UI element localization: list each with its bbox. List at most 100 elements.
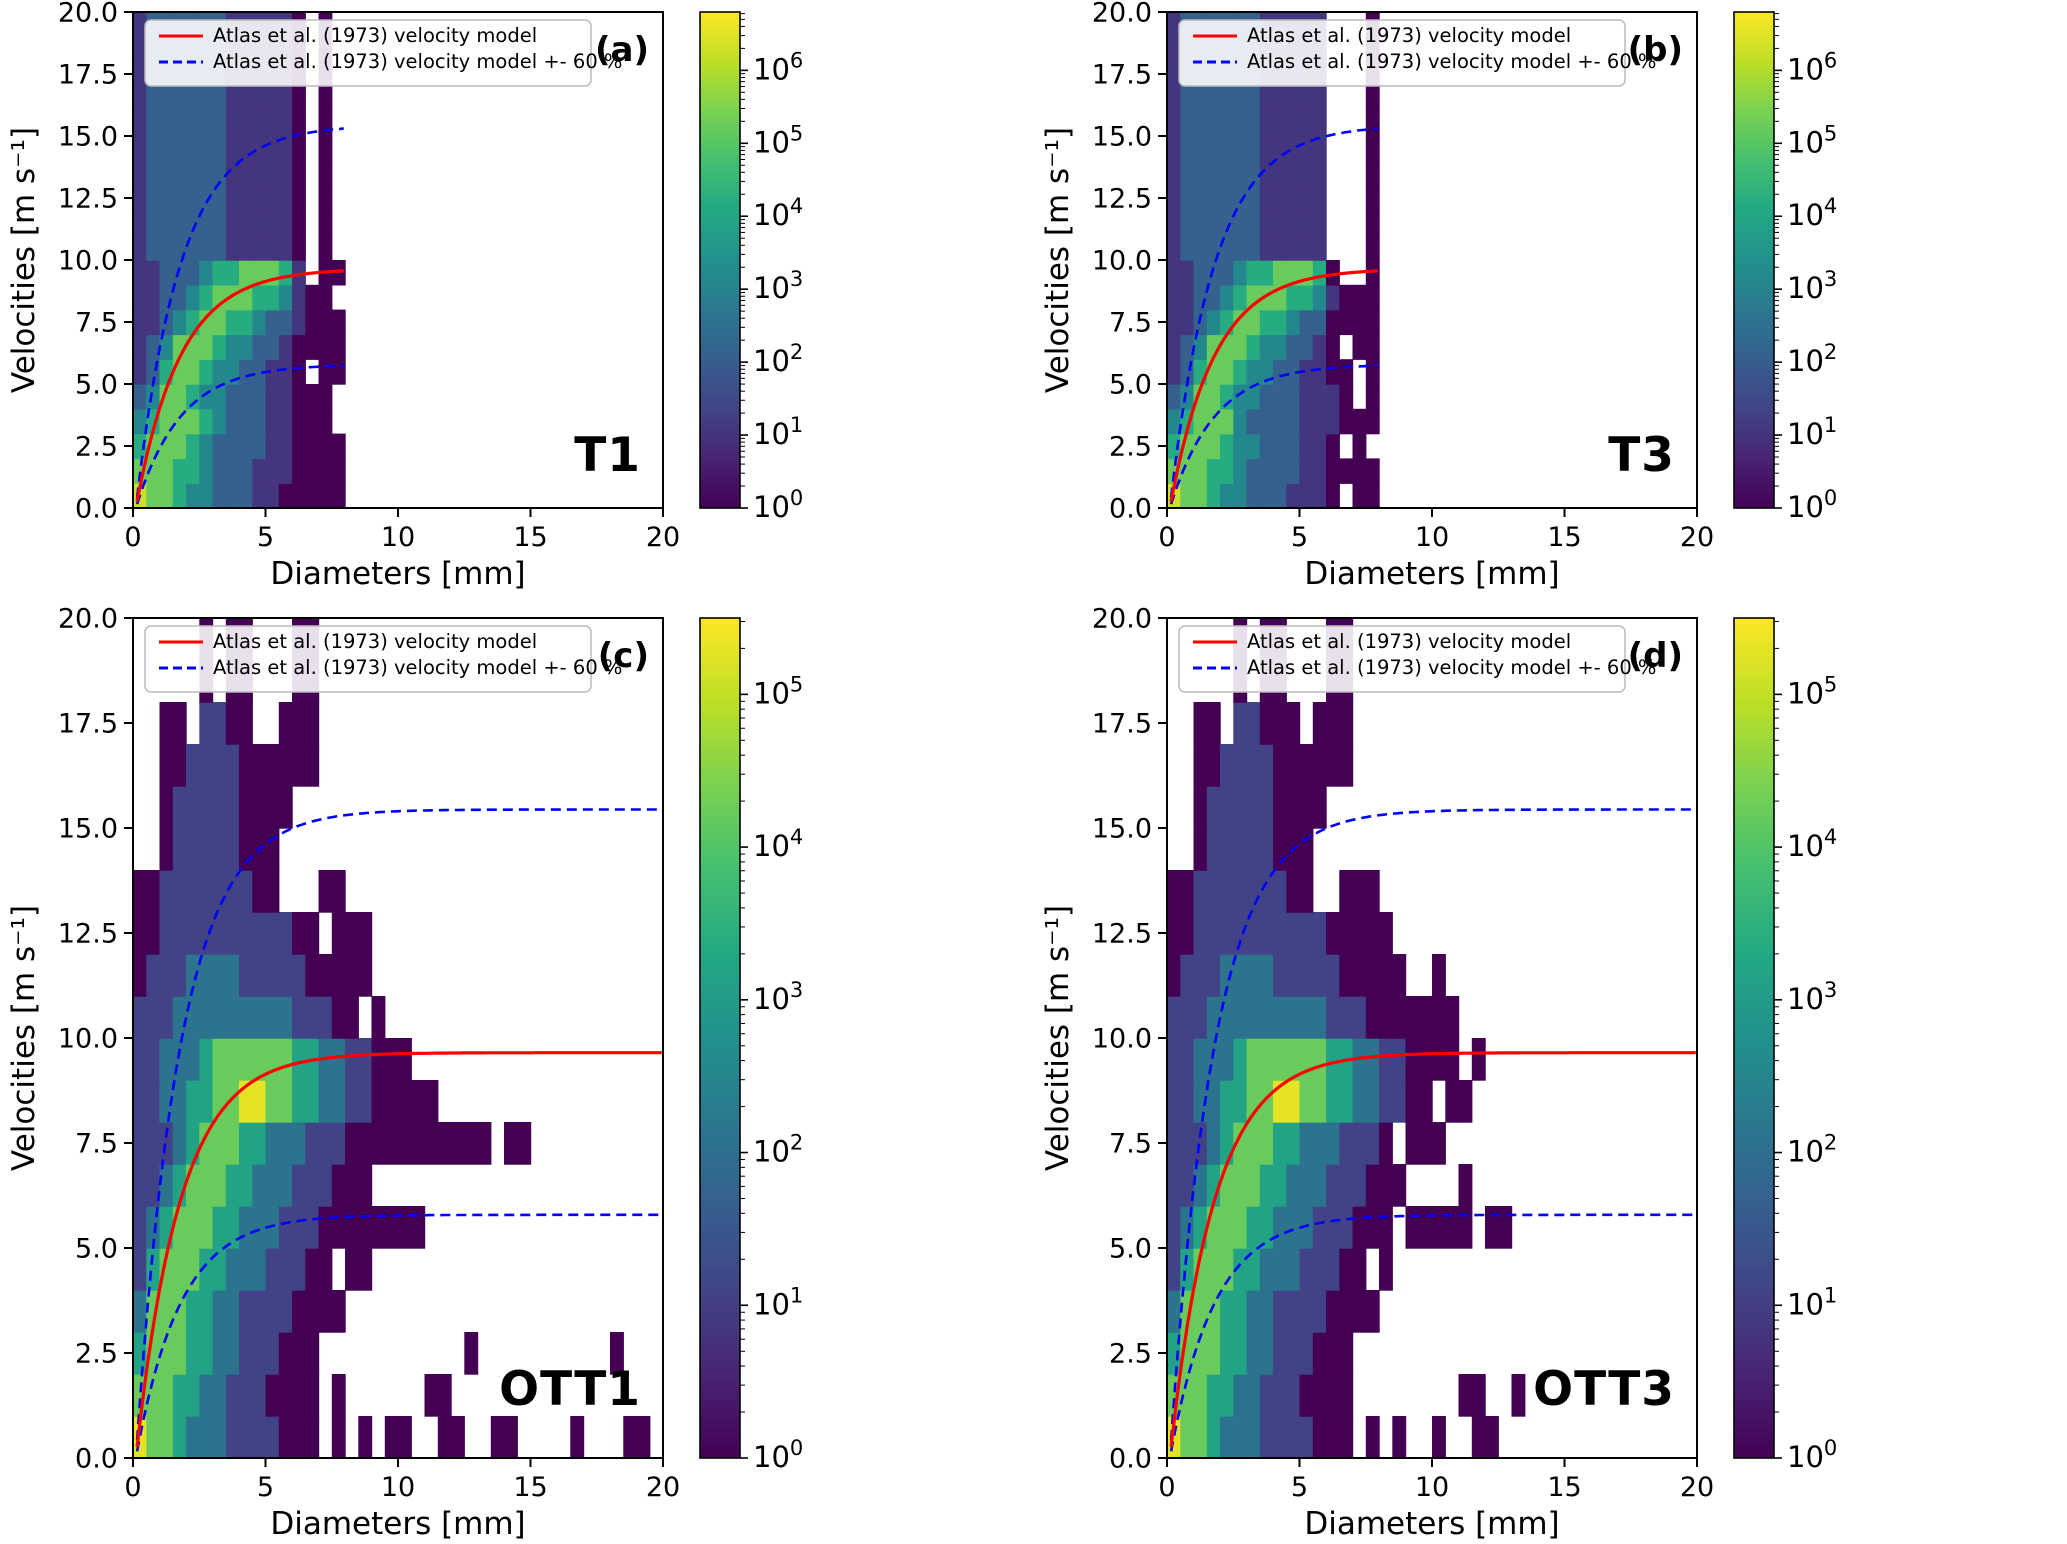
x-tick-label: 15 bbox=[1547, 522, 1581, 553]
x-tick-label: 10 bbox=[381, 1472, 415, 1503]
colorbar-tick-label: 102 bbox=[753, 1131, 803, 1169]
y-tick-label: 7.5 bbox=[75, 1128, 118, 1159]
chart-host-b: 0 5 10 15 20 0.0 2.5 5.0 7.5 10.0 12.5 15.0 17.5 20.0… bbox=[1034, 0, 2067, 600]
colorbar-gradient bbox=[700, 618, 740, 1458]
x-tick-label: 5 bbox=[1291, 1472, 1308, 1503]
atlas-lower-band-curve bbox=[1169, 1213, 1696, 1452]
legend: Atlas et al. (1973) velocity model Atlas … bbox=[144, 19, 622, 87]
x-tick-label: 20 bbox=[646, 1472, 680, 1503]
y-axis-label: Velocities [m s⁻¹] bbox=[1040, 127, 1076, 393]
y-tick-label: 15.0 bbox=[58, 813, 118, 844]
panel-a: 0 5 10 15 20 0.0 2.5 5.0 7.5 10.0 12.5 15.0 17.5 20.0… bbox=[0, 0, 1033, 600]
x-tick-label: 10 bbox=[1415, 522, 1449, 553]
chart-host-d: 0 5 10 15 20 0.0 2.5 5.0 7.5 10.0 12.5 15.0 17.5 20.0… bbox=[1034, 600, 2067, 1544]
atlas-lower-band-curve bbox=[1169, 364, 1378, 505]
chart-OTT3: 0 5 10 15 20 0.0 2.5 5.0 7.5 10.0 12.5 15.0 17.5 20.0… bbox=[1034, 600, 2067, 1544]
legend: Atlas et al. (1973) velocity model Atlas … bbox=[144, 625, 622, 693]
y-tick-label: 2.5 bbox=[75, 1338, 118, 1369]
x-axis-label: Diameters [mm] bbox=[1304, 1506, 1559, 1542]
legend-label: Atlas et al. (1973) velocity model +- 60… bbox=[1247, 50, 1656, 73]
x-tick-label: 0 bbox=[124, 522, 141, 553]
y-tick-label: 5.0 bbox=[1109, 1233, 1152, 1264]
y-tick-label: 7.5 bbox=[1109, 1128, 1152, 1159]
colorbar-gradient bbox=[1734, 618, 1774, 1458]
legend-label: Atlas et al. (1973) velocity model bbox=[1247, 630, 1571, 653]
chart-host-c: 0 5 10 15 20 0.0 2.5 5.0 7.5 10.0 12.5 15.0 17.5 20.0… bbox=[0, 600, 1033, 1544]
y-tick-label: 10.0 bbox=[1092, 245, 1152, 276]
colorbar-gradient bbox=[1734, 12, 1774, 508]
y-tick-label: 10.0 bbox=[58, 245, 118, 276]
y-tick-label: 0.0 bbox=[1109, 493, 1152, 524]
y-tick-label: 5.0 bbox=[75, 369, 118, 400]
y-tick-label: 10.0 bbox=[1092, 1023, 1152, 1054]
y-tick-label: 15.0 bbox=[1092, 121, 1152, 152]
legend-box bbox=[144, 625, 592, 693]
y-tick-label: 0.0 bbox=[75, 493, 118, 524]
legend-label: Atlas et al. (1973) velocity model bbox=[213, 24, 537, 47]
atlas-upper-band-curve bbox=[1169, 127, 1378, 498]
y-tick-label: 12.5 bbox=[58, 918, 118, 949]
heatmap-OTT3 bbox=[1167, 618, 1526, 1459]
x-tick-label: 0 bbox=[1158, 1472, 1175, 1503]
atlas-model-curve bbox=[135, 1051, 662, 1448]
x-tick-label: 10 bbox=[381, 522, 415, 553]
atlas-lower-band-curve bbox=[135, 364, 344, 505]
y-axis-label: Velocities [m s⁻¹] bbox=[6, 905, 42, 1171]
y-tick-label: 12.5 bbox=[1092, 183, 1152, 214]
panel-c: 0 5 10 15 20 0.0 2.5 5.0 7.5 10.0 12.5 15.0 17.5 20.0… bbox=[0, 600, 1033, 1544]
atlas-model-curve bbox=[135, 269, 344, 502]
heatmap-OTT1 bbox=[133, 618, 651, 1459]
colorbar-tick-label: 106 bbox=[1787, 48, 1837, 86]
colorbar-tick-label: 101 bbox=[1787, 1283, 1837, 1321]
y-tick-label: 17.5 bbox=[1092, 708, 1152, 739]
y-tick-label: 2.5 bbox=[1109, 1338, 1152, 1369]
chart-host-a: 0 5 10 15 20 0.0 2.5 5.0 7.5 10.0 12.5 15.0 17.5 20.0… bbox=[0, 0, 1033, 600]
legend: Atlas et al. (1973) velocity model Atlas … bbox=[1178, 625, 1656, 693]
x-tick-label: 0 bbox=[124, 1472, 141, 1503]
y-tick-label: 12.5 bbox=[58, 183, 118, 214]
y-tick-label: 15.0 bbox=[1092, 813, 1152, 844]
x-tick-label: 10 bbox=[1415, 1472, 1449, 1503]
legend-label: Atlas et al. (1973) velocity model +- 60… bbox=[1247, 656, 1656, 679]
legend-box bbox=[1178, 19, 1626, 87]
chart-T3: 0 5 10 15 20 0.0 2.5 5.0 7.5 10.0 12.5 15.0 17.5 20.0… bbox=[1034, 0, 2067, 600]
y-tick-label: 2.5 bbox=[75, 431, 118, 462]
x-tick-label: 15 bbox=[513, 1472, 547, 1503]
colorbar-frame bbox=[699, 11, 741, 509]
y-axis-label: Velocities [m s⁻¹] bbox=[6, 127, 42, 393]
legend-box bbox=[1178, 625, 1626, 693]
panel-b: 0 5 10 15 20 0.0 2.5 5.0 7.5 10.0 12.5 15.0 17.5 20.0… bbox=[1034, 0, 2067, 600]
y-tick-label: 20.0 bbox=[1092, 603, 1152, 634]
x-axis-label: Diameters [mm] bbox=[270, 556, 525, 592]
y-tick-label: 17.5 bbox=[58, 708, 118, 739]
colorbar-frame bbox=[1733, 11, 1775, 509]
y-tick-label: 5.0 bbox=[1109, 369, 1152, 400]
colorbar-tick-label: 104 bbox=[1787, 194, 1837, 232]
atlas-model-curve bbox=[1169, 269, 1378, 502]
x-tick-label: 0 bbox=[1158, 522, 1175, 553]
legend-label: Atlas et al. (1973) velocity model +- 60… bbox=[213, 50, 622, 73]
x-tick-label: 5 bbox=[257, 1472, 274, 1503]
x-tick-label: 20 bbox=[646, 522, 680, 553]
atlas-model-curve bbox=[1169, 1051, 1696, 1448]
x-tick-label: 5 bbox=[1291, 522, 1308, 553]
y-tick-label: 0.0 bbox=[1109, 1443, 1152, 1474]
colorbar-frame bbox=[1733, 617, 1775, 1459]
chart-OTT1: 0 5 10 15 20 0.0 2.5 5.0 7.5 10.0 12.5 15.0 17.5 20.0… bbox=[0, 600, 1033, 1544]
y-tick-label: 20.0 bbox=[58, 603, 118, 634]
x-tick-label: 15 bbox=[513, 522, 547, 553]
legend-label: Atlas et al. (1973) velocity model bbox=[213, 630, 537, 653]
colorbar-gradient bbox=[700, 12, 740, 508]
atlas-upper-band-curve bbox=[135, 127, 344, 498]
legend-label: Atlas et al. (1973) velocity model +- 60… bbox=[213, 656, 622, 679]
atlas-upper-band-curve bbox=[1169, 808, 1696, 1441]
x-axis-label: Diameters [mm] bbox=[1304, 556, 1559, 592]
x-axis-label: Diameters [mm] bbox=[270, 1506, 525, 1542]
y-tick-label: 17.5 bbox=[1092, 59, 1152, 90]
y-tick-label: 20.0 bbox=[1092, 0, 1152, 28]
y-tick-label: 2.5 bbox=[1109, 431, 1152, 462]
y-tick-label: 0.0 bbox=[75, 1443, 118, 1474]
legend-label: Atlas et al. (1973) velocity model bbox=[1247, 24, 1571, 47]
y-tick-label: 15.0 bbox=[58, 121, 118, 152]
